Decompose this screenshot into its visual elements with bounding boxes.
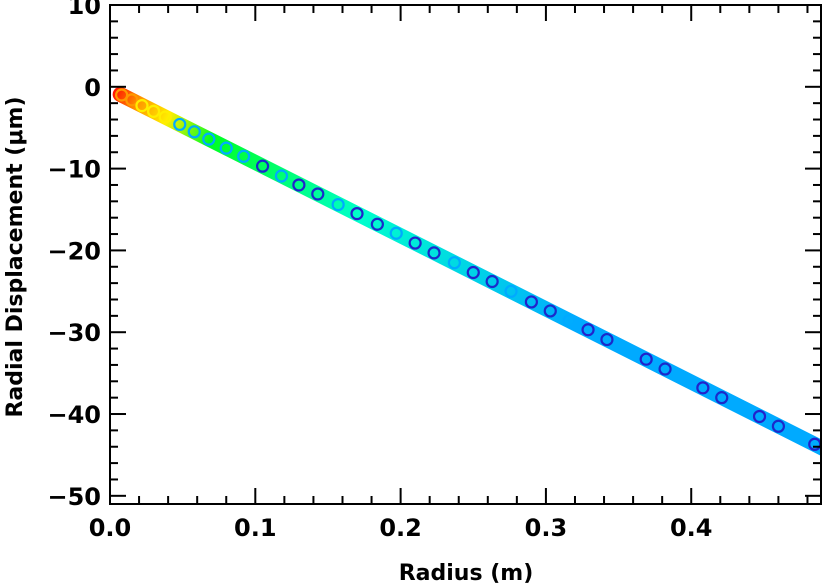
data-point — [219, 141, 233, 155]
y-tick-label: −50 — [47, 483, 101, 511]
data-point — [524, 295, 538, 309]
data-point — [350, 206, 364, 221]
data-point — [639, 352, 653, 366]
y-tick-label: 0 — [84, 74, 101, 102]
data-point — [389, 226, 403, 240]
data-point — [581, 323, 595, 337]
data-point — [255, 159, 270, 173]
data-point — [752, 409, 767, 424]
y-tick-label: 10 — [68, 0, 101, 20]
data-point — [202, 132, 216, 146]
data-point — [427, 246, 441, 260]
y-tick-label: −30 — [47, 319, 101, 347]
data-point — [370, 217, 384, 231]
data-point — [543, 304, 557, 318]
y-tick-label: −40 — [47, 401, 101, 429]
data-point — [274, 169, 289, 183]
y-axis-label: Radial Displacement (μm) — [3, 96, 28, 417]
data-point — [331, 198, 345, 212]
y-tick-label: −10 — [47, 156, 101, 184]
data-point — [562, 314, 576, 328]
data-point — [734, 400, 748, 414]
data-point — [658, 362, 672, 376]
data-layer — [112, 86, 822, 457]
y-tick-label: −20 — [47, 237, 101, 265]
data-point — [620, 343, 634, 357]
data-point — [447, 256, 461, 270]
data-point — [237, 149, 251, 163]
data-point — [696, 381, 710, 395]
data-point — [715, 391, 729, 405]
x-tick-label: 0.4 — [670, 514, 713, 542]
data-point — [504, 284, 518, 298]
data-point — [146, 104, 161, 118]
plot-frame — [109, 4, 822, 505]
data-point — [173, 117, 187, 132]
axes-layer: 0.0 0.1 0.2 0.3 0.4 10 0 −10 −20 −30 −40 −50 — [47, 0, 822, 542]
data-point — [771, 419, 786, 433]
x-tick-label: 0.3 — [525, 514, 568, 542]
data-point — [677, 372, 691, 386]
x-tick-label: 0.2 — [379, 514, 422, 542]
data-point — [187, 125, 201, 139]
data-point — [466, 265, 480, 280]
data-point — [789, 428, 803, 442]
data-point — [292, 178, 306, 192]
x-tick-label: 0.0 — [89, 514, 132, 542]
data-point — [311, 187, 325, 201]
data-point — [485, 274, 499, 289]
data-point — [158, 110, 172, 124]
data-point — [115, 88, 129, 102]
x-tick-label: 0.1 — [234, 514, 277, 542]
data-point — [408, 236, 422, 250]
data-point — [135, 99, 149, 113]
x-axis-label: Radius (m) — [399, 561, 534, 585]
data-point — [125, 93, 139, 107]
data-point — [600, 332, 614, 347]
